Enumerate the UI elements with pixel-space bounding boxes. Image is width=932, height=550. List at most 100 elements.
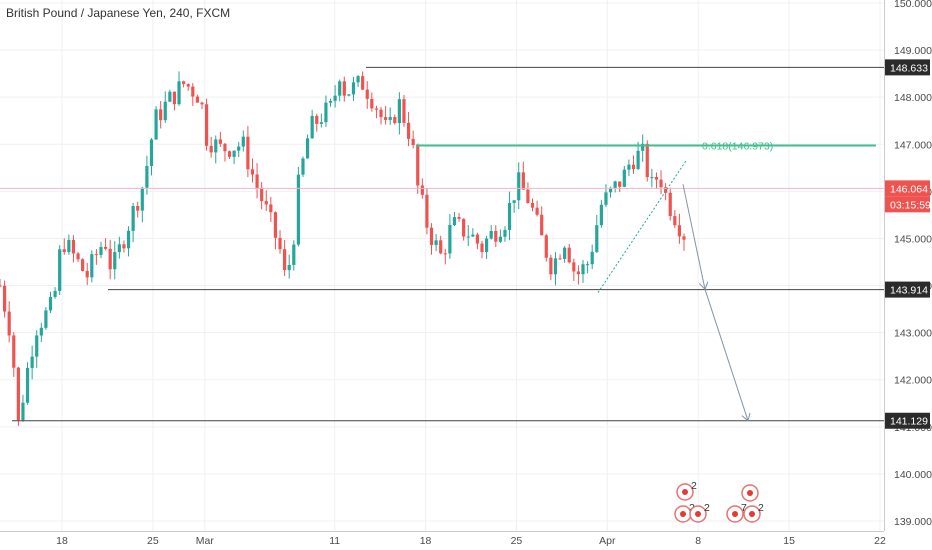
candle-body: [113, 252, 117, 270]
candle-body: [544, 235, 548, 258]
candle-body: [30, 356, 34, 368]
candle-body: [517, 172, 521, 201]
candle-body: [356, 76, 360, 83]
candle-body: [393, 116, 397, 124]
candle-body: [677, 225, 682, 237]
candle-body: [163, 101, 167, 121]
candle-body: [480, 243, 484, 252]
candle-body: [388, 116, 392, 120]
candle-body: [186, 84, 190, 87]
candle-body: [168, 91, 172, 102]
x-tick-label: Apr: [599, 535, 616, 547]
candle-body: [145, 166, 149, 188]
countdown-tag-text: 03:15:59: [890, 199, 931, 211]
countdown-tag-bg: [885, 196, 930, 213]
candle-body: [402, 99, 406, 123]
y-tick-label: 139.000: [894, 516, 932, 528]
event-icon-count: 2: [691, 480, 697, 492]
event-icon: 2: [743, 502, 764, 523]
event-icon-count: 7: [741, 502, 747, 514]
y-tick-label: 148.000: [894, 92, 932, 104]
candle-body: [659, 179, 663, 188]
candle-body: [191, 86, 195, 97]
x-tick-label: 22: [874, 535, 886, 547]
candle-body: [604, 192, 608, 205]
candle-body: [218, 139, 222, 144]
candle-body: [549, 257, 553, 275]
candle-body: [209, 145, 213, 153]
candle-body: [58, 249, 62, 291]
candle-body: [67, 239, 71, 252]
event-icon: 2: [689, 502, 710, 523]
candle-body: [581, 264, 585, 275]
level-price-tag: 148.633: [885, 59, 930, 76]
candle-body: [126, 230, 131, 249]
candle-body: [443, 253, 447, 255]
candle-body: [315, 115, 319, 124]
candle-body: [287, 265, 291, 271]
candle-body: [103, 246, 108, 249]
candle-body: [576, 271, 581, 275]
candle-body: [16, 367, 20, 421]
candle-body: [319, 122, 323, 124]
candle-body: [475, 234, 480, 244]
x-tick-label: 18: [420, 535, 432, 547]
event-icon-count: 2: [704, 502, 710, 514]
candle-body: [333, 95, 337, 101]
level-price-tag-text: 148.633: [890, 62, 928, 74]
candle-body: [269, 204, 273, 213]
candle-body: [365, 89, 369, 99]
candle-body: [448, 224, 452, 254]
candle-body: [590, 251, 594, 265]
current-price-tag-bg: [885, 180, 930, 197]
candle-body: [76, 253, 80, 260]
countdown-tag: 03:15:59: [885, 196, 931, 213]
candle-body: [232, 150, 236, 157]
candle-body: [94, 254, 99, 256]
candles: [0, 71, 686, 426]
candle-body: [12, 335, 16, 368]
candle-body: [521, 172, 525, 190]
candle-body: [526, 189, 530, 203]
candle-body: [540, 214, 544, 236]
level-price-tag-text: 141.129: [890, 416, 928, 428]
candle-body: [457, 217, 461, 219]
candle-body: [310, 115, 314, 139]
current-price-tag: 146.064: [885, 180, 930, 197]
candle-body: [636, 150, 640, 169]
candle-body: [301, 158, 305, 175]
candle-body: [338, 81, 342, 96]
candle-body: [347, 94, 351, 96]
candle-body: [250, 169, 255, 175]
candle-body: [227, 151, 232, 157]
candle-body: [664, 187, 668, 193]
event-icon-dot: [695, 511, 701, 517]
candle-body: [682, 236, 686, 240]
candle-body: [485, 238, 489, 252]
event-icon: 7: [726, 502, 747, 523]
candle-body: [379, 109, 383, 118]
event-icon-dot: [682, 489, 688, 495]
candle-body: [117, 244, 121, 253]
level-price-tag: 143.914: [885, 281, 930, 298]
candle-body: [204, 104, 209, 146]
candle-body: [237, 146, 241, 151]
candle-body: [397, 99, 401, 124]
candle-body: [328, 100, 333, 103]
candle-body: [425, 194, 429, 228]
candle-body: [278, 237, 282, 250]
candle-body: [489, 230, 493, 239]
grid: [0, 0, 884, 531]
candle-body: [195, 96, 199, 103]
candle-body: [613, 181, 617, 188]
candle-body: [563, 247, 567, 259]
event-icon-dot: [680, 511, 686, 517]
candle-body: [439, 240, 443, 254]
candle-body: [283, 249, 287, 271]
candle-body: [246, 136, 250, 170]
candle-body: [416, 145, 420, 186]
candle-body: [384, 117, 388, 120]
candle-body: [273, 212, 278, 238]
level-price-tag-text: 143.914: [890, 285, 928, 297]
